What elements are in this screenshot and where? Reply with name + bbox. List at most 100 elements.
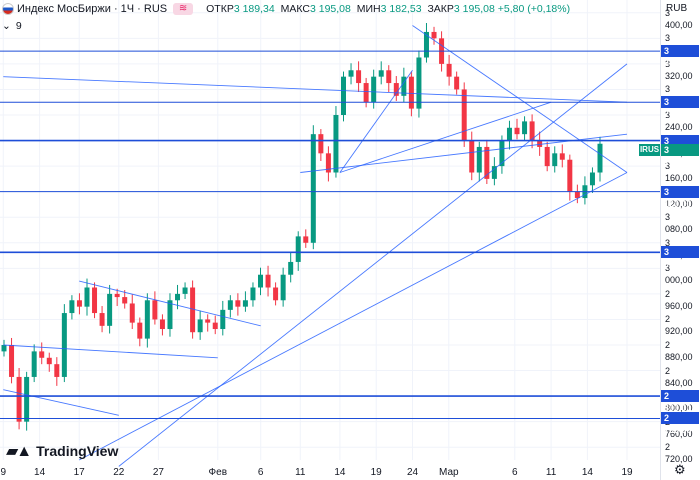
indicator-count[interactable]: 9 xyxy=(15,20,22,32)
pattern-icon[interactable]: ≋ xyxy=(173,3,194,15)
candle-body xyxy=(76,300,82,307)
y-tick-label: 3 240,00 xyxy=(665,110,693,132)
candle-body xyxy=(16,376,22,422)
trendline xyxy=(118,63,628,467)
current-price-label: 3 195,08 xyxy=(661,143,699,167)
candle-body xyxy=(484,146,490,179)
candle-body xyxy=(265,274,271,288)
candle-body xyxy=(431,31,437,39)
tv-logo-icon: ▰▲ xyxy=(6,443,32,460)
candle-body xyxy=(220,309,226,330)
candle-body xyxy=(84,287,90,307)
candle-body xyxy=(325,153,331,173)
trendline xyxy=(339,101,552,173)
candle-body xyxy=(144,300,150,339)
candle-body xyxy=(250,287,256,301)
candle-body xyxy=(514,127,520,135)
candle-body xyxy=(363,83,369,103)
high-value: 3 195,08 xyxy=(309,3,351,15)
x-tick-label: 9 xyxy=(0,467,7,478)
candle-body xyxy=(589,172,595,186)
y-tick-label: 3 080,00 xyxy=(665,212,693,235)
candle-body xyxy=(24,376,30,422)
x-tick-label: Фев xyxy=(208,467,228,478)
price-level-label[interactable]: 3 120,00 xyxy=(661,185,699,209)
currency-label[interactable]: RUB xyxy=(666,3,688,14)
low-key: МИН xyxy=(356,3,381,15)
candle-body xyxy=(107,293,113,326)
y-tick-label: 3 400,00 xyxy=(665,7,693,30)
brand-name: TradingView xyxy=(36,443,119,459)
symbol-price-tag: IRUS xyxy=(639,143,660,156)
y-tick-label: 3 000,00 xyxy=(665,263,693,286)
candle-body xyxy=(242,300,248,307)
candle-body xyxy=(303,236,309,243)
trendline xyxy=(412,25,628,173)
y-tick-label: 2 840,00 xyxy=(665,365,693,388)
price-level-label[interactable]: 3 025,00 xyxy=(661,246,699,269)
x-tick-label: 11 xyxy=(295,467,306,478)
trendline xyxy=(78,172,628,461)
candle-body xyxy=(227,300,233,310)
candle-body xyxy=(122,297,128,304)
candle-body xyxy=(92,287,98,314)
candle-body xyxy=(559,153,565,160)
y-tick-label: 3 320,00 xyxy=(665,59,693,81)
tradingview-logo[interactable]: ▰▲ TradingView xyxy=(6,441,118,461)
candle-body xyxy=(461,89,467,141)
candle-body xyxy=(348,70,354,77)
candle-body xyxy=(318,134,324,154)
y-tick-label: 2 880,00 xyxy=(665,340,693,362)
candle-body xyxy=(340,76,346,115)
candle-body xyxy=(469,140,475,173)
candle-body xyxy=(69,300,75,314)
trendline xyxy=(3,389,119,416)
indicator-bar: ⌄ 9 xyxy=(2,20,22,32)
symbol-title[interactable]: Индекс МосБиржи · 1Ч · RUS xyxy=(17,3,168,15)
low-value: 3 182,53 xyxy=(380,3,422,15)
candle-body xyxy=(61,313,67,377)
candle-body xyxy=(356,70,362,84)
price-chart[interactable] xyxy=(0,0,660,480)
candle-body xyxy=(476,146,482,173)
candle-body xyxy=(205,319,211,323)
candle-body xyxy=(31,351,37,377)
price-level-label[interactable]: 2 800,01 xyxy=(661,390,699,413)
candle-body xyxy=(114,293,120,298)
x-tick-label: 19 xyxy=(621,467,633,478)
candle-body xyxy=(280,274,286,301)
price-level-label[interactable]: 2 765,00 xyxy=(661,412,699,435)
y-tick-label: 2 720,00 xyxy=(665,442,693,465)
candle-body xyxy=(295,236,301,262)
candle-body xyxy=(152,300,158,320)
candle-body xyxy=(491,166,497,179)
price-level-label[interactable]: 3 260,00 xyxy=(661,96,699,119)
candle-body xyxy=(137,322,143,339)
candle-body xyxy=(506,127,512,141)
settings-gear-icon[interactable]: ⚙ xyxy=(674,462,686,477)
x-tick-label: 14 xyxy=(581,467,593,478)
candle-body xyxy=(175,293,181,301)
candle-body xyxy=(401,76,407,96)
legend-header: Индекс МосБиржи · 1Ч · RUS ≋ ОТКР3 189,3… xyxy=(0,0,570,18)
close-value: 3 195,08 xyxy=(453,3,495,15)
candle-body xyxy=(544,146,550,167)
x-tick-label: 14 xyxy=(334,467,346,478)
trendline xyxy=(339,70,413,173)
candle-body xyxy=(537,140,543,147)
high-key: МАКС xyxy=(280,3,310,15)
candle-body xyxy=(386,70,392,84)
candle-body xyxy=(574,191,580,199)
candle-body xyxy=(371,76,377,103)
russia-flag-icon xyxy=(2,3,14,15)
collapse-icon[interactable]: ⌄ xyxy=(2,20,11,32)
candle-body xyxy=(159,319,165,330)
x-tick-label: 11 xyxy=(545,467,557,478)
x-tick-label: 22 xyxy=(113,467,125,478)
y-tick-label: 3 160,00 xyxy=(665,161,693,184)
price-level-label[interactable]: 3 340,00 xyxy=(661,45,699,68)
x-tick-label: 6 xyxy=(257,467,264,478)
ohlc-values: ОТКР3 189,34 МАКС3 195,08 МИН3 182,53 ЗА… xyxy=(203,3,570,15)
candle-body xyxy=(1,345,7,352)
y-tick-label: 3 360,00 xyxy=(665,33,693,55)
